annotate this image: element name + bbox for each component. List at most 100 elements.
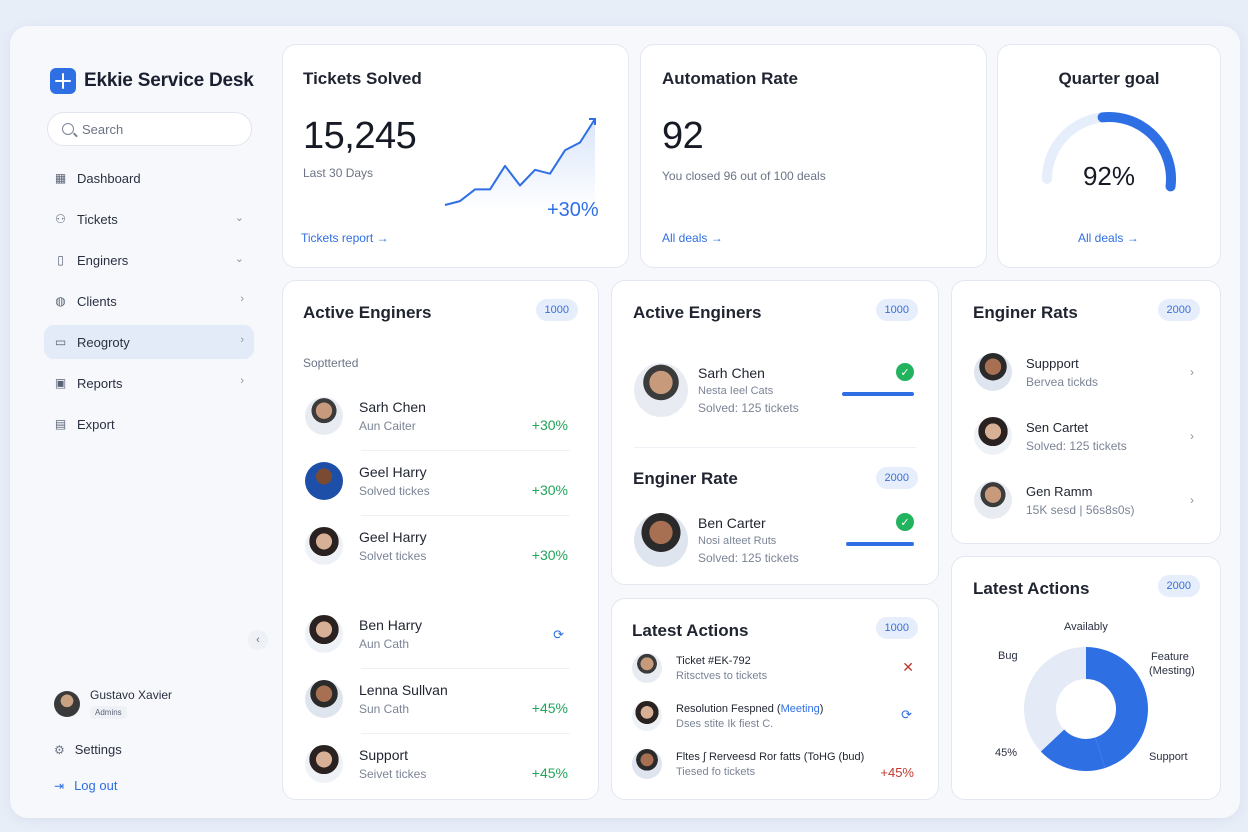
donut-slice-support[interactable]: [1040, 729, 1106, 771]
count-badge: 1000: [535, 299, 578, 321]
list-item[interactable]: Ben Harry Aun Cath: [305, 615, 422, 653]
search-input[interactable]: [82, 121, 232, 137]
sidebar: Ekkie Service Desk ▦ Dashboard ⚇ Tickets…: [10, 26, 272, 818]
action-title: Resolution Fespned (Meeting): [676, 703, 823, 715]
sidebar-item-enginers[interactable]: ▯ Enginers ⌄: [44, 243, 254, 277]
search-box[interactable]: [47, 112, 252, 146]
active-engineers-rate-card: Active Enginers 1000 Sarh Chen Nesta Iee…: [611, 280, 939, 585]
refresh-icon[interactable]: ⟳: [553, 627, 564, 642]
divider: [634, 447, 916, 448]
gear-icon: ⚙: [54, 742, 65, 757]
actions-donut-chart: [1024, 647, 1148, 771]
sidebar-item-label: Export: [77, 416, 115, 432]
list-item[interactable]: Geel Harry Solved tickes: [305, 462, 430, 500]
engineer-name: Lenna Sullvan: [359, 682, 448, 698]
engineer-sub: Aun Cath: [359, 637, 410, 651]
divider: [361, 515, 570, 516]
sidebar-item-dashboard[interactable]: ▦ Dashboard: [44, 161, 254, 195]
settings-link[interactable]: ⚙ Settings: [54, 742, 122, 757]
refresh-icon[interactable]: ⟳: [901, 707, 912, 722]
sidebar-item-reports[interactable]: ▣ Reports ›: [44, 366, 254, 400]
count-badge: 2000: [875, 467, 918, 489]
tickets-report-link[interactable]: Tickets report →: [301, 231, 389, 245]
change-value: +30%: [531, 482, 568, 498]
settings-label: Settings: [74, 742, 122, 757]
action-title: Ticket #EK-792: [676, 654, 751, 667]
list-item[interactable]: Ticket #EK-792 Ritsctves to tickets: [632, 653, 767, 683]
donut-slice-availably[interactable]: [1049, 647, 1086, 685]
tickets-solved-card: Tickets Solved 15,245 Last 30 Days +30% …: [282, 44, 629, 268]
list-item[interactable]: Support Seivet tickes: [305, 745, 426, 783]
list-item[interactable]: Gen Ramm 15K sesd | 56s8s0s): [974, 481, 1135, 519]
donut-slice-feature-mesting[interactable]: [1086, 647, 1148, 768]
progress-bar: [842, 392, 914, 396]
action-sub: Dses stite Ik fiest C.: [676, 717, 774, 730]
sidebar-nav: ▦ Dashboard ⚇ Tickets ⌄ ▯ Enginers ⌄ ◍ C…: [44, 161, 254, 448]
automation-rate-value: 92: [662, 115, 704, 157]
avatar: [974, 417, 1012, 455]
chevron-right-icon: ›: [240, 334, 244, 346]
sidebar-item-export[interactable]: ▤ Export: [44, 407, 254, 441]
list-item[interactable]: Geel Harry Solvet tickes: [305, 527, 427, 565]
progress-bar: [845, 542, 914, 546]
engineer-sub: Nosi aIteet Ruts: [698, 535, 777, 547]
trend-area: [445, 119, 595, 211]
chevron-right-icon[interactable]: ›: [1190, 365, 1194, 379]
chevron-down-icon: ⌄: [234, 253, 244, 265]
engineer-name: Sen Cartet: [1026, 419, 1089, 435]
list-item[interactable]: Ben Carter Nosi aIteet Ruts Solved: 125 …: [634, 513, 799, 567]
engineer-sub: Sun Cath: [359, 702, 410, 716]
tag-icon: ▭: [54, 335, 67, 349]
gauge-fill: [1097, 112, 1176, 192]
card-title: Enginer Rate: [633, 469, 738, 488]
trend-line: [444, 118, 596, 206]
list-item[interactable]: Lenna Sullvan Sun Cath: [305, 680, 448, 718]
sidebar-item-tickets[interactable]: ⚇ Tickets ⌄: [44, 202, 254, 236]
card-title: Tickets Solved: [303, 69, 422, 88]
engineer-sub: Solved: 125 tickets: [1026, 438, 1127, 453]
sidebar-item-label: Enginers: [77, 252, 129, 268]
sidebar-item-label: Reports: [77, 375, 123, 391]
all-deals-link[interactable]: All deals →: [1078, 231, 1139, 245]
all-deals-link[interactable]: All deals →: [662, 231, 723, 245]
donut-label-support: Support: [1149, 751, 1188, 763]
donut-slice-bug[interactable]: [1024, 658, 1069, 752]
users-icon: ⚇: [55, 212, 66, 226]
brand-logo-icon: [50, 68, 76, 94]
avatar: [305, 397, 343, 435]
donut-label-feature: Feature: [1151, 651, 1189, 663]
user-profile[interactable]: Gustavo Xavier Admins: [54, 688, 172, 720]
action-sub: Ritsctves to tickets: [676, 669, 768, 682]
count-badge: 2000: [1157, 299, 1200, 321]
engineer-name: Suppport: [1026, 355, 1079, 371]
sidebar-item-reogroty[interactable]: ▭ Reogroty ›: [44, 325, 254, 359]
tickets-solved-value: 15,245: [303, 115, 417, 157]
list-item[interactable]: Sarh Chen Aun Caiter: [305, 397, 426, 435]
list-item[interactable]: Fltes ∫ Rerveesd Ror fatts (ToHG (bud) Ti…: [632, 749, 864, 779]
collapse-sidebar-button[interactable]: ‹: [248, 630, 268, 650]
card-title: Latest Actions: [632, 621, 749, 640]
logout-link[interactable]: ⇥ Log out: [54, 778, 117, 793]
change-value: +45%: [880, 765, 914, 780]
engineer-sub: Seivet tickes: [359, 767, 427, 781]
chevron-right-icon[interactable]: ›: [1190, 429, 1194, 443]
list-item[interactable]: Suppport Bervea tickds: [974, 353, 1098, 391]
divider: [361, 450, 570, 451]
sidebar-item-label: Dashboard: [77, 170, 141, 186]
engineer-sub: Nesta Ieel Cats: [698, 385, 774, 397]
engineer-name: Sarh Chen: [698, 365, 765, 381]
sidebar-item-clients[interactable]: ◍ Clients ›: [44, 284, 254, 318]
brand[interactable]: Ekkie Service Desk: [50, 68, 254, 94]
clipboard-icon: ▯: [57, 253, 64, 267]
chevron-right-icon[interactable]: ›: [1190, 493, 1194, 507]
card-title: Automation Rate: [662, 69, 798, 88]
count-badge: 1000: [875, 617, 918, 639]
list-item[interactable]: Resolution Fespned (Meeting) Dses stite …: [632, 701, 823, 731]
engineer-sub: Solved tickes: [359, 484, 430, 498]
latest-actions-card: Latest Actions 1000 Ticket #EK-792 Ritsct…: [611, 598, 939, 800]
list-item[interactable]: Sarh Chen Nesta Ieel Cats Solved: 125 ti…: [634, 363, 799, 417]
chart-icon: ▣: [54, 376, 67, 390]
app-window: Ekkie Service Desk ▦ Dashboard ⚇ Tickets…: [10, 26, 1240, 818]
close-icon[interactable]: ✕: [902, 659, 914, 675]
list-item[interactable]: Sen Cartet Solved: 125 tickets: [974, 417, 1127, 455]
